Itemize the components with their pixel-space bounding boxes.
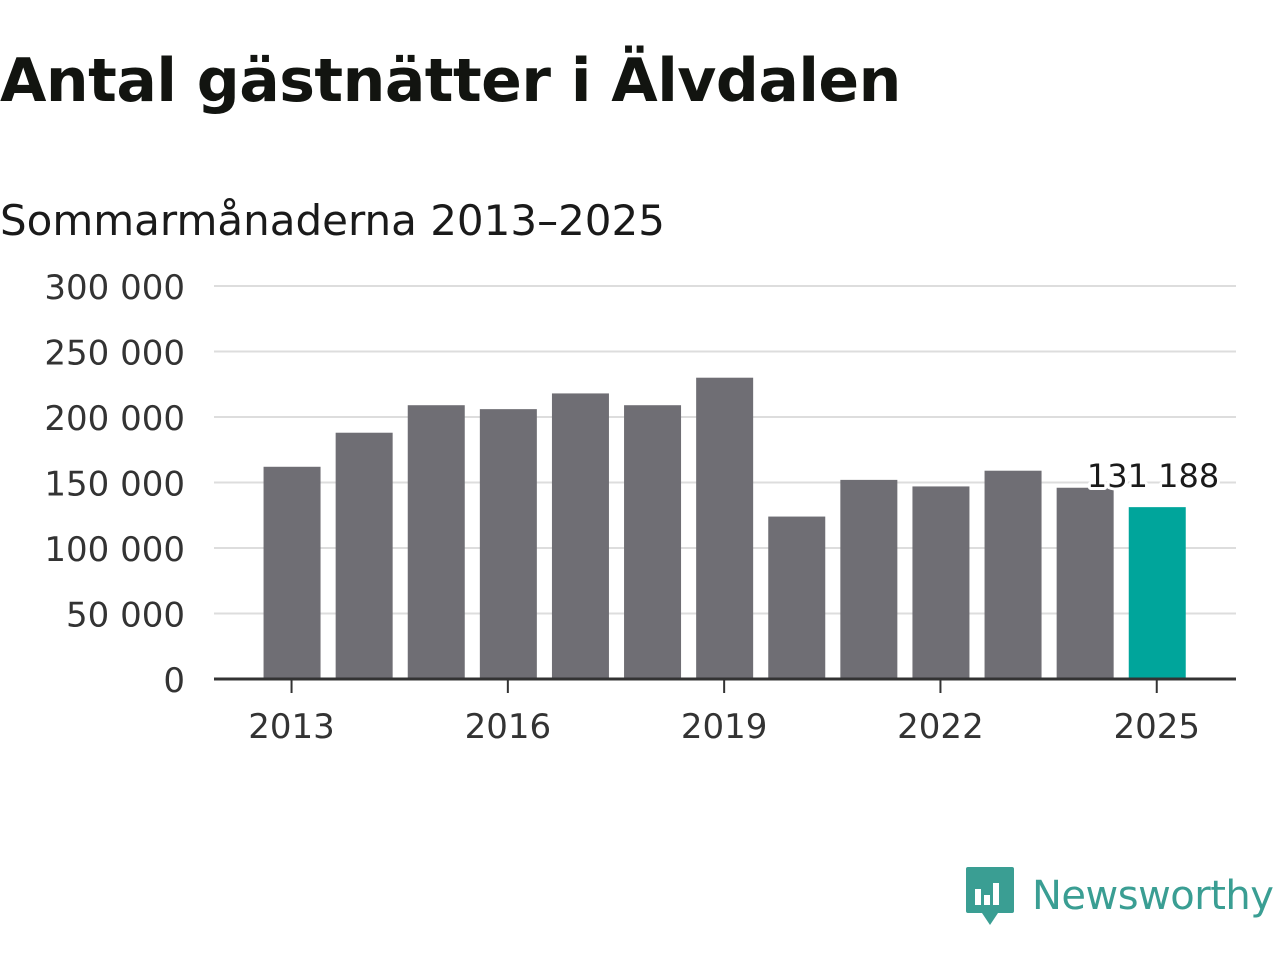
x-tick-label: 2022	[897, 707, 984, 747]
x-tick-label: 2016	[465, 707, 552, 747]
bar-2016	[479, 409, 537, 679]
bar-2025	[1128, 507, 1186, 679]
bar-chart: 0 50 000 100 000 150 000 200 000 250 000 300 0…	[44, 268, 1236, 747]
annotation: 131 188	[1084, 454, 1222, 498]
chart-subtitle: Sommarmånaderna 2013–2025	[0, 196, 665, 245]
bar-2023	[984, 470, 1042, 679]
y-tick-label: 0	[163, 661, 185, 701]
bar-2020	[768, 516, 826, 679]
brand-name: Newsworthy	[1032, 873, 1274, 919]
x-axis-ticks: 2013 2016 2019 2022 2025	[248, 679, 1200, 747]
bars	[214, 377, 1236, 681]
bar-2014	[335, 432, 393, 679]
bar-2015	[407, 405, 465, 679]
bar-2018	[624, 405, 682, 679]
y-tick-label: 150 000	[44, 465, 185, 505]
y-tick-label: 100 000	[44, 530, 185, 570]
x-tick-label: 2025	[1113, 707, 1200, 747]
y-tick-label: 200 000	[44, 399, 185, 439]
chart-title: Antal gästnätter i Älvdalen	[0, 46, 901, 116]
y-tick-label: 300 000	[44, 268, 185, 308]
y-tick-label: 50 000	[66, 596, 185, 636]
newsworthy-logo: Newsworthy	[964, 864, 1274, 928]
newsworthy-logo-icon	[966, 867, 1014, 925]
y-axis-ticks: 0 50 000 100 000 150 000 200 000 250 000 300 0…	[44, 268, 185, 701]
bar-2019	[696, 377, 754, 679]
bar-2017	[551, 393, 609, 679]
x-tick-label: 2013	[248, 707, 335, 747]
x-tick-label: 2019	[681, 707, 768, 747]
bar-2022	[912, 486, 970, 679]
bar-2021	[840, 479, 898, 679]
bar-2013	[263, 466, 321, 679]
bar-2024	[1056, 487, 1114, 679]
bar-value-label: 131 188	[1087, 457, 1219, 495]
y-tick-label: 250 000	[44, 334, 185, 374]
